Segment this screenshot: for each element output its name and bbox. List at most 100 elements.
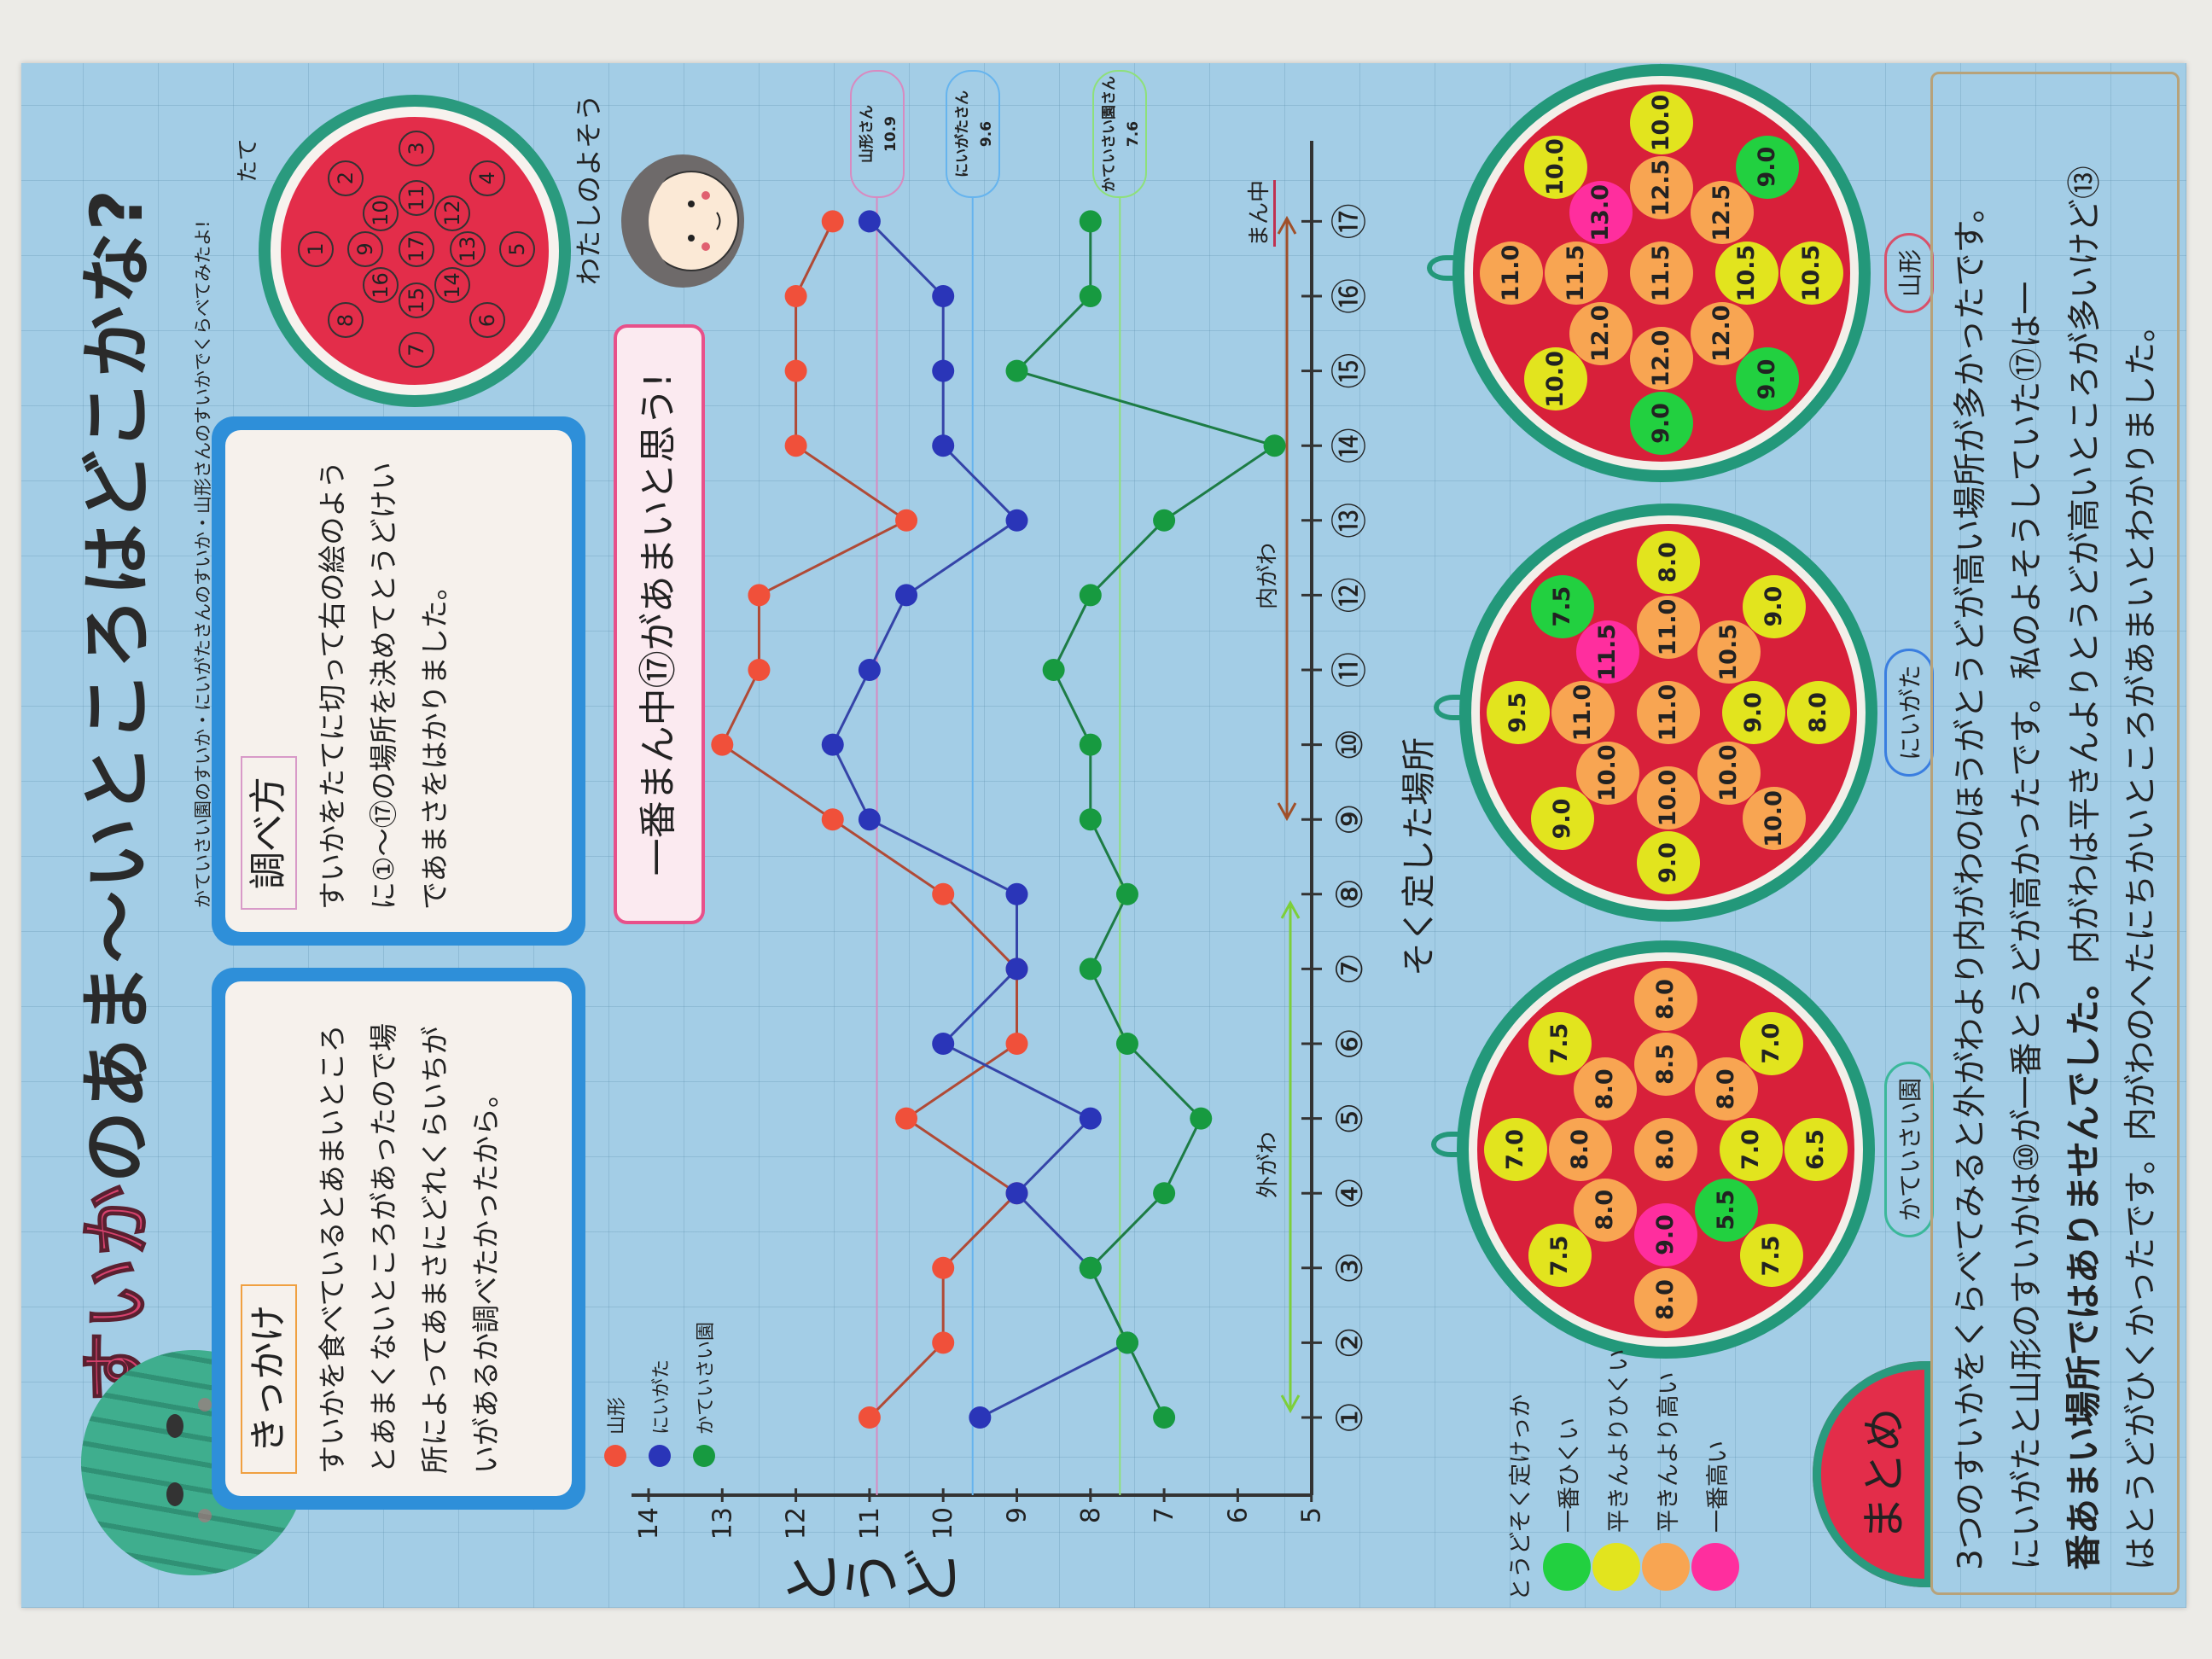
- x-axis-label: そく定した場所: [1400, 737, 1439, 976]
- melon-cross-section: 7.0 7.5 8.0 7.0 6.5 7.5 8.0 7.5 8.0 8.0 8.5 8.0 7.0 5…: [1431, 940, 1875, 1359]
- x-tick-label: ⑬: [1329, 503, 1371, 538]
- data-point: [748, 659, 771, 681]
- y-tick-label: 10: [928, 1507, 958, 1540]
- color-key-label: 一番ひくい: [1556, 1417, 1583, 1533]
- average-value: 9.6: [977, 120, 995, 148]
- sugar-sticker: 10.0: [1637, 766, 1700, 830]
- sugar-sticker: 10.0: [1523, 135, 1587, 199]
- data-point: [1079, 1107, 1102, 1130]
- data-point: [1153, 1406, 1176, 1429]
- sugar-sticker: 9.0: [1630, 392, 1693, 455]
- average-label: 山形さん 10.9: [849, 70, 905, 198]
- x-tick-label: ⑨: [1329, 803, 1371, 835]
- sugar-sticker: 10.5: [1697, 620, 1761, 684]
- color-key-item: 平きんより高い: [1642, 1372, 1690, 1591]
- legend-label: かていさい園: [696, 1321, 717, 1435]
- x-tick-label: ②: [1329, 1327, 1371, 1359]
- y-tick-label: 12: [782, 1507, 812, 1540]
- data-point: [1079, 958, 1102, 981]
- series-line: [1014, 221, 1278, 1418]
- sugar-sticker: 10.0: [1697, 741, 1761, 805]
- average-name: かていさい園さん: [1101, 76, 1119, 192]
- data-point: [821, 210, 844, 233]
- y-tick-label: 11: [855, 1507, 885, 1540]
- melon-label: 山形: [1884, 232, 1934, 314]
- stem-icon: [1427, 255, 1466, 281]
- summary-rest: 内がわは平きんよりとうどが高いところが多いけど⑬: [2066, 166, 2104, 964]
- data-point: [1153, 509, 1176, 532]
- sugar-sticker: 9.0: [1722, 681, 1785, 744]
- sugar-sticker: 10.5: [1715, 242, 1778, 305]
- sugar-sticker: 11.0: [1637, 596, 1700, 659]
- color-key-label: 平きんよりひくい: [1605, 1348, 1633, 1533]
- sugar-sticker: 7.5: [1528, 1011, 1592, 1075]
- average-name: 山形さん: [858, 105, 876, 163]
- melon-cross-section: 9.5 7.5 8.0 9.0 8.0 10.0 9.0 9.0 11.0 11.5 11.0 10.…: [1434, 504, 1877, 922]
- x-tick-label: ⑭: [1329, 428, 1371, 463]
- data-point: [858, 210, 881, 233]
- legend-label: にいがた: [651, 1359, 672, 1435]
- data-point: [1005, 509, 1028, 532]
- data-point: [932, 434, 955, 457]
- data-point: [932, 1331, 955, 1354]
- summary-line: 3つのすいかをくらべてみると外がわより内がわのほうがとうどが高い場所が多かったで…: [1952, 189, 1990, 1570]
- sugar-sticker: 7.0: [1740, 1011, 1804, 1075]
- x-tick-label: ③: [1329, 1252, 1371, 1284]
- sugar-sticker: 12.0: [1690, 301, 1754, 365]
- average-value: 10.9: [882, 116, 899, 152]
- sugar-sticker: 8.0: [1637, 531, 1700, 594]
- data-point: [932, 1033, 955, 1055]
- sugar-sticker: 11.5: [1545, 242, 1608, 305]
- sugar-sticker: 9.0: [1530, 787, 1594, 851]
- data-point: [1005, 958, 1028, 981]
- stem-icon: [1434, 695, 1473, 720]
- stem-icon: [1431, 1132, 1470, 1157]
- girl-face-icon: [610, 148, 747, 294]
- data-point: [711, 733, 734, 756]
- color-key-heading: とうどそく定けっか: [1508, 1394, 1534, 1601]
- melon-cross-section: 11.0 10.0 10.0 9.0 10.5 9.0 9.0 10.0 11.5 13.0 12.…: [1427, 64, 1871, 482]
- data-point: [858, 808, 881, 831]
- annotation-center: まん中: [1242, 179, 1276, 247]
- data-point: [1079, 584, 1102, 607]
- color-key-label: 一番高い: [1704, 1441, 1732, 1533]
- data-point: [1190, 1107, 1213, 1130]
- y-tick-label: 6: [1223, 1507, 1253, 1523]
- chart-legend: 山形 にいがた かていさい園: [593, 1322, 726, 1467]
- y-tick-label: 13: [707, 1507, 737, 1540]
- inner-range-arrow-head: [1277, 802, 1297, 822]
- x-tick-label: ①: [1329, 1401, 1371, 1434]
- x-tick-label: ⑧: [1329, 878, 1371, 911]
- legend-item-kateisaien: かていさい園: [682, 1322, 726, 1467]
- sugar-sticker: 5.5: [1694, 1178, 1758, 1242]
- x-tick-label: ⑫: [1329, 577, 1371, 613]
- sugar-sticker: 9.0: [1743, 574, 1807, 638]
- color-key-dot: [1691, 1543, 1739, 1591]
- x-tick-label: ⑩: [1329, 729, 1371, 761]
- summary-box: 3つのすいかをくらべてみると外がわより内がわのほうがとうどが高い場所が多かったで…: [1930, 72, 2180, 1595]
- sugar-sticker: 8.0: [1574, 1178, 1638, 1242]
- x-tick-label: ⑪: [1329, 652, 1371, 688]
- summary-bold: 番あまい場所ではありませんでした。: [2063, 963, 2104, 1570]
- data-point: [1005, 359, 1028, 382]
- data-point: [784, 359, 807, 382]
- sugar-sticker: 10.0: [1630, 91, 1693, 154]
- data-point: [858, 1406, 881, 1429]
- color-key-dot: [1642, 1543, 1690, 1591]
- data-point: [895, 584, 918, 607]
- summary-line: にいがたと山形のすいかは⑩が一番とうどが高かったです。私のよそうしていた⑰は一: [2008, 281, 2046, 1570]
- summary-line: はとうどがひくかったです。内がわのへたにちかいところがあまいとわかりました。: [2122, 308, 2161, 1570]
- data-point: [1079, 210, 1102, 233]
- data-point: [1115, 1331, 1138, 1354]
- sugar-sticker: 8.0: [1634, 968, 1697, 1031]
- sugar-sticker: 12.5: [1690, 181, 1754, 245]
- average-name: にいがたさん: [953, 90, 971, 178]
- data-point: [1263, 434, 1286, 457]
- data-point: [748, 584, 771, 607]
- y-tick-label: 5: [1297, 1507, 1327, 1523]
- sugar-sticker: 11.0: [1551, 681, 1615, 744]
- data-point: [1153, 1182, 1176, 1205]
- sugar-sticker: 9.0: [1634, 1203, 1697, 1266]
- inner-range-arrow-head: [1277, 215, 1297, 235]
